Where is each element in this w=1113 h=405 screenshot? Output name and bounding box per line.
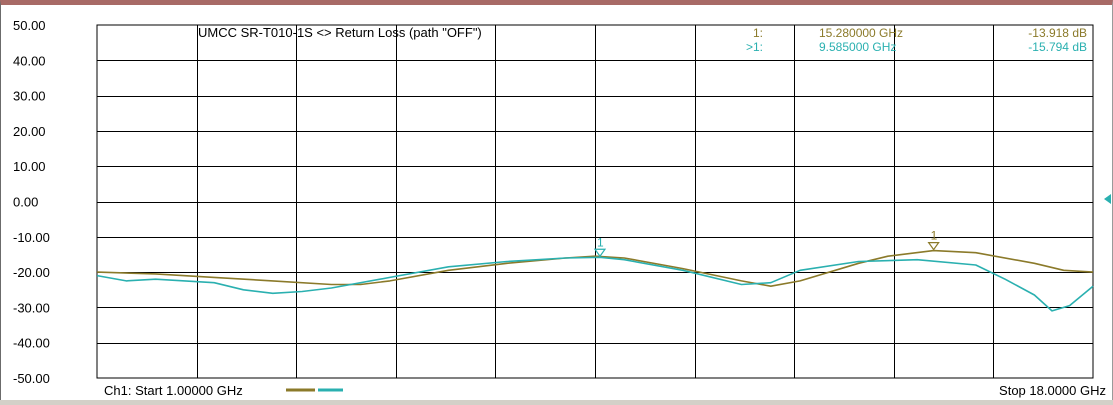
marker-2-label: 1 xyxy=(597,235,604,249)
marker-readout-frequency: 15.280000 GHz xyxy=(819,26,903,40)
chart-title: UMCC SR-T010-1S <> Return Loss (path "OF… xyxy=(198,25,482,40)
series-1-trace xyxy=(96,249,1094,288)
marker-readout-value: -13.918 dB xyxy=(1028,26,1087,40)
marker-readout-value: -15.794 dB xyxy=(1028,40,1087,54)
y-tick-label: 40.00 xyxy=(13,53,46,68)
sweep-stop-label: Stop 18.0000 GHz xyxy=(999,383,1106,398)
marker-2-triangle[interactable] xyxy=(593,248,607,258)
y-tick-label: 0.00 xyxy=(13,195,38,210)
marker-1-label: 1 xyxy=(931,229,938,243)
series-2-trace xyxy=(96,256,1094,312)
y-tick-label: -20.00 xyxy=(13,265,50,280)
reference-level-arrow[interactable] xyxy=(1104,194,1111,204)
y-tick-label: 50.00 xyxy=(13,18,46,33)
y-tick-label: -50.00 xyxy=(13,371,50,386)
y-tick-label: -10.00 xyxy=(13,230,50,245)
y-tick-label: -30.00 xyxy=(13,300,50,315)
marker-readout-frequency: 9.585000 GHz xyxy=(819,40,896,54)
y-tick-label: 20.00 xyxy=(13,124,46,139)
return-loss-chart: 50.00 40.00 30.00 20.00 10.00 0.00 -10.00 -20.0… xyxy=(13,18,1111,398)
marker-1-triangle[interactable] xyxy=(927,242,940,251)
marker-readout-id: 1: xyxy=(753,26,763,40)
marker-readout-id: >1: xyxy=(746,40,763,54)
sweep-start-label: Ch1: Start 1.00000 GHz xyxy=(104,383,243,398)
y-tick-label: 10.00 xyxy=(13,159,46,174)
y-tick-label: -40.00 xyxy=(13,336,50,351)
y-tick-label: 30.00 xyxy=(13,89,46,104)
